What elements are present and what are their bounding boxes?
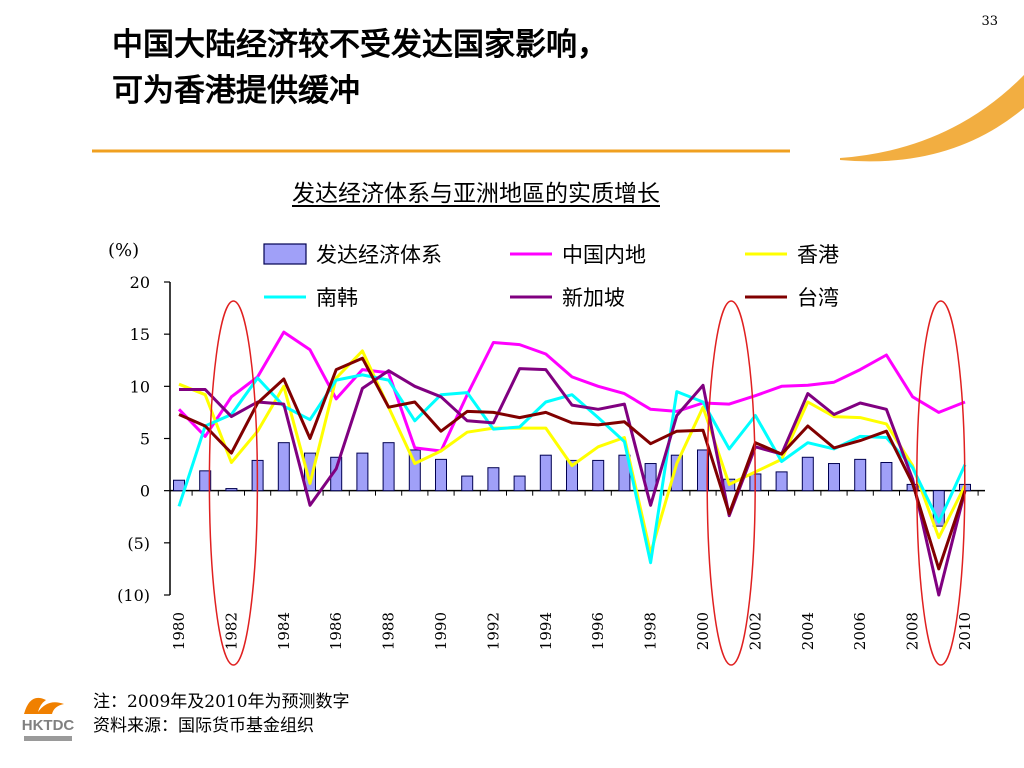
highlight-ellipse-2001	[706, 300, 756, 666]
bar-发达经济体系	[592, 459, 605, 492]
bar-发达经济体系	[173, 479, 185, 492]
highlight-ellipse-2009	[916, 300, 966, 666]
bar-发达经济体系	[199, 470, 212, 492]
bar-发达经济体系	[304, 452, 316, 492]
bar-发达经济体系	[670, 454, 683, 492]
logo-wordmark: HKTDC	[22, 717, 75, 734]
y-tick-label: 5	[140, 430, 150, 449]
bar-发达经济体系	[408, 449, 421, 492]
legend-label: 南韩	[316, 286, 358, 310]
bar-发达经济体系	[801, 456, 814, 492]
bar-发达经济体系	[539, 454, 552, 492]
bar-发达经济体系	[566, 459, 578, 492]
bar-发达经济体系	[775, 471, 788, 492]
bar-发达经济体系	[854, 458, 867, 492]
y-tick-label: 20	[130, 273, 150, 292]
legend-label: 中国内地	[562, 243, 646, 267]
chart-title: 发达经济体系与亚洲地區的实质增长	[292, 181, 660, 207]
plot-area: (%) 20 15 10 5 0 (5) (10) 1980 1982 1984 1986 1988 19…	[108, 240, 985, 666]
slide-title-line-2: 可为香港提供缓冲	[112, 73, 360, 109]
x-tick-label: 2000	[694, 612, 712, 650]
x-tick-label: 1998	[642, 612, 660, 650]
x-tick-label: 1992	[484, 612, 502, 650]
x-tick-label: 2004	[799, 612, 817, 650]
series-line-中国内地	[177, 330, 966, 453]
header-decoration	[92, 75, 1024, 162]
y-axis-label: (%)	[108, 240, 139, 261]
series-line-新加坡	[179, 367, 967, 597]
bar-发达经济体系	[382, 442, 395, 492]
footnotes: 注：2009年及2010年为预测数字 资料来源：国际货币基金组织	[93, 690, 350, 738]
hktdc-logo: HKTDC	[22, 697, 75, 741]
y-tick-label: (5)	[127, 534, 150, 553]
bar-发达经济体系	[880, 461, 893, 492]
x-tick-label: 1994	[537, 612, 555, 650]
x-tick-label: 2010	[956, 612, 974, 650]
y-tick-label: 15	[130, 325, 150, 344]
x-tick-label: 1980	[170, 612, 188, 650]
bar-发达经济体系	[487, 467, 500, 492]
source-note: 资料来源：国际货币基金组织	[93, 716, 314, 736]
x-tick-label: 1986	[327, 612, 345, 650]
bar-发达经济体系	[435, 458, 447, 492]
x-tick-label: 1984	[275, 612, 293, 650]
bar-发达经济体系	[225, 488, 238, 492]
highlight-ellipse-1982	[208, 300, 259, 666]
logo-icon	[24, 697, 64, 714]
orange-swoosh-shape	[840, 75, 1024, 162]
x-tick-label: 2008	[904, 612, 922, 650]
bar-发达经济体系	[356, 452, 369, 492]
x-tick-label: 1982	[222, 612, 240, 650]
x-tick-label: 2002	[746, 612, 764, 650]
legend-label: 台湾	[797, 286, 839, 310]
x-tick-label: 2006	[851, 612, 869, 650]
logo-caption-bar	[24, 736, 72, 741]
x-tick-label: 1996	[589, 612, 607, 650]
forecast-note: 注：2009年及2010年为预测数字	[93, 692, 350, 712]
y-tick-label: 10	[130, 377, 150, 396]
bar-发达经济体系	[644, 463, 657, 492]
series-line-香港	[178, 349, 967, 555]
legend-label: 发达经济体系	[316, 243, 442, 267]
x-tick-label: 1988	[380, 612, 398, 650]
legend-label: 新加坡	[562, 286, 625, 310]
slide-title-line-1: 中国大陆经济较不受发达国家影响，	[112, 27, 608, 63]
bar-发达经济体系	[697, 449, 709, 492]
slide-title: 中国大陆经济较不受发达国家影响， 可为香港提供缓冲	[112, 22, 608, 114]
legend-label: 香港	[797, 243, 839, 267]
y-tick-label: 0	[140, 482, 150, 501]
bar-发达经济体系	[461, 475, 474, 492]
y-tick-label: (10)	[117, 586, 150, 605]
bar-发达经济体系	[513, 475, 526, 492]
x-tick-label: 1990	[432, 612, 450, 650]
legend-swatch-bar	[263, 243, 307, 265]
bar-发达经济体系	[828, 463, 840, 492]
page-number: 33	[981, 14, 998, 29]
series-line-台湾	[178, 356, 967, 571]
bar-发达经济体系	[277, 442, 290, 492]
